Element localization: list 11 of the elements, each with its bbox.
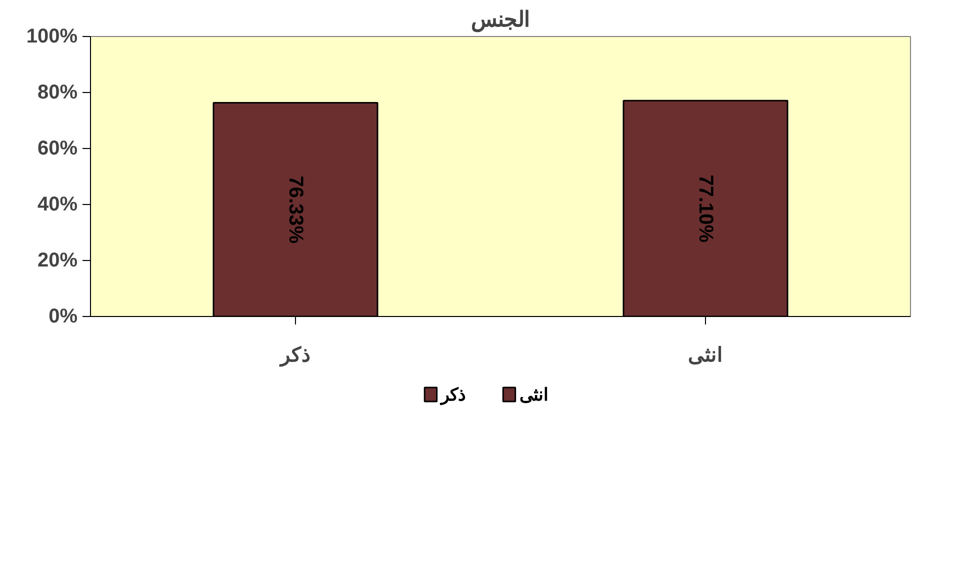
y-tick-label: 100%: [26, 26, 78, 48]
y-tick-label: 40%: [37, 194, 78, 216]
legend-label: ذكر: [439, 384, 466, 406]
legend-label: انثى: [520, 384, 549, 404]
y-tick-label: 60%: [37, 138, 78, 160]
y-tick-label: 20%: [37, 250, 78, 272]
chart-title: الجنس: [471, 8, 530, 32]
y-tick-label: 80%: [37, 82, 78, 104]
data-label: 77.10%: [694, 174, 716, 243]
data-label: 76.33%: [284, 176, 306, 244]
y-tick-label: 0%: [48, 306, 78, 328]
